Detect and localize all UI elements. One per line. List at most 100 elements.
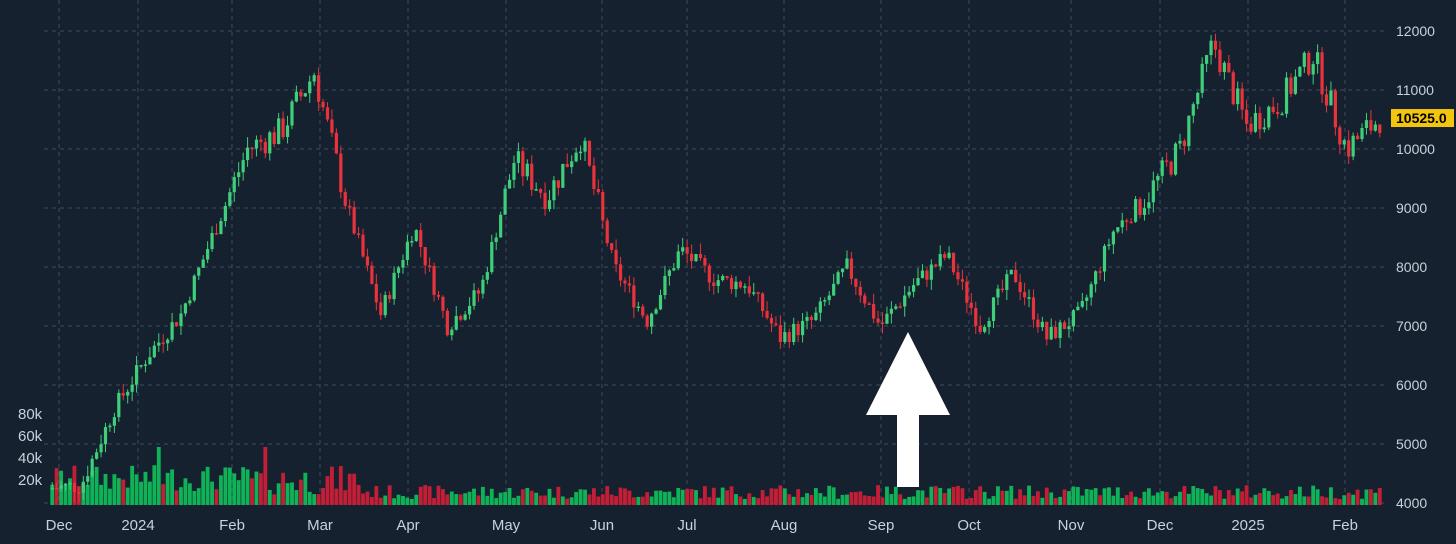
candle-body (867, 303, 871, 305)
volume-bar (1178, 491, 1182, 505)
volume-bar (121, 479, 126, 505)
volume-bar (1311, 485, 1316, 505)
volume-bar (1324, 497, 1329, 505)
price-tick-label: 6000 (1396, 377, 1427, 393)
volume-bar (822, 496, 827, 505)
volume-bar (1200, 488, 1205, 505)
candle-body (166, 339, 170, 344)
candle-body (414, 230, 418, 242)
candle-body (1111, 231, 1115, 245)
volume-bar (374, 486, 379, 505)
volume-bar (569, 497, 574, 505)
candle-body (1244, 109, 1249, 124)
volume-bar (285, 483, 290, 505)
volume-tick-label: 20k (18, 472, 43, 489)
volume-bar (1204, 493, 1209, 505)
volume-bar (845, 494, 849, 505)
candle-body (343, 192, 347, 206)
candle-body (943, 254, 947, 258)
price-tick-label: 9000 (1396, 200, 1427, 216)
volume-bar (396, 494, 401, 505)
time-tick-label: Apr (396, 517, 419, 534)
volume-bar (1355, 489, 1360, 505)
candle-body (1240, 88, 1244, 110)
price-tick-label: 12000 (1396, 23, 1435, 39)
volume-bar (334, 488, 339, 505)
candle-body (1187, 115, 1191, 147)
volume-bar (1058, 496, 1063, 505)
volume-bar (836, 498, 841, 505)
candle-body (1054, 326, 1058, 339)
volume-bar (418, 486, 423, 505)
volume-bar (725, 490, 730, 505)
candle-body (197, 267, 201, 276)
volume-bar (654, 490, 658, 505)
volume-bar (543, 495, 547, 505)
volume-bar (347, 473, 352, 505)
volume-bar (1186, 493, 1191, 505)
volume-bar (276, 483, 281, 505)
candle-body (179, 313, 183, 326)
candle-body (259, 139, 263, 142)
volume-bar (987, 498, 991, 505)
candle-body (1120, 220, 1124, 228)
volume-bar (898, 494, 903, 505)
volume-bar (858, 491, 863, 505)
volume-bar (778, 485, 783, 505)
volume-bar (1213, 486, 1218, 505)
time-axis: Dec 2024 Feb Mar Apr May Jun Jul Aug Sep Oct Nov Dec… (46, 517, 1358, 534)
volume-bar (676, 487, 681, 505)
volume-bar (1124, 495, 1129, 505)
volume-bar (258, 473, 263, 505)
volume-bar (68, 478, 72, 505)
candle-body (157, 342, 161, 346)
volume-bar (365, 491, 370, 505)
volume-bar (1160, 491, 1165, 505)
volume-bar (463, 493, 468, 505)
candle-body (636, 306, 640, 309)
candle-body (521, 151, 525, 177)
volume-bar (1222, 498, 1227, 505)
volume-bar (214, 489, 219, 505)
candle-body (268, 132, 272, 154)
volume-bar (1191, 486, 1196, 505)
candle-body (77, 492, 81, 494)
candle-body (1320, 52, 1324, 95)
candles (50, 33, 1382, 503)
volume-bar (103, 474, 108, 505)
candle-body (1373, 124, 1377, 131)
candle-body (832, 283, 836, 296)
candle-body (499, 214, 503, 238)
volume-bar (1115, 487, 1120, 505)
volume-bar (964, 498, 969, 505)
volume-bar (219, 475, 223, 505)
volume-bar (1004, 490, 1009, 505)
candle-body (383, 295, 387, 316)
price-axis: 4000 5000 6000 7000 8000 9000 10000 11000 12000 (1396, 23, 1435, 511)
candle-body (530, 163, 534, 190)
candle-body (654, 309, 658, 314)
candle-body (445, 310, 449, 336)
volume-tick-label: 60k (18, 428, 43, 445)
candle-body (805, 316, 809, 321)
volume-bar (702, 486, 707, 505)
candle-body (960, 279, 965, 282)
volume-bar (489, 488, 494, 505)
volume-bar (1329, 487, 1333, 505)
last-price-tag: 10525.0 (1391, 109, 1454, 128)
candle-body (1258, 113, 1262, 130)
candle-body (1107, 244, 1111, 246)
candle-body (1236, 88, 1240, 105)
volume-bar (432, 498, 436, 505)
volume-bar (929, 486, 934, 505)
candle-body (325, 107, 330, 120)
volume-bar (1067, 491, 1071, 505)
candle-body (50, 488, 54, 490)
volume-bar (1364, 489, 1369, 505)
volume-bar (1031, 495, 1036, 505)
candle-body (188, 300, 192, 304)
volume-bar (179, 487, 183, 505)
candle-body (578, 151, 583, 154)
volume-bar (312, 494, 317, 505)
volume-bar (1035, 491, 1040, 505)
